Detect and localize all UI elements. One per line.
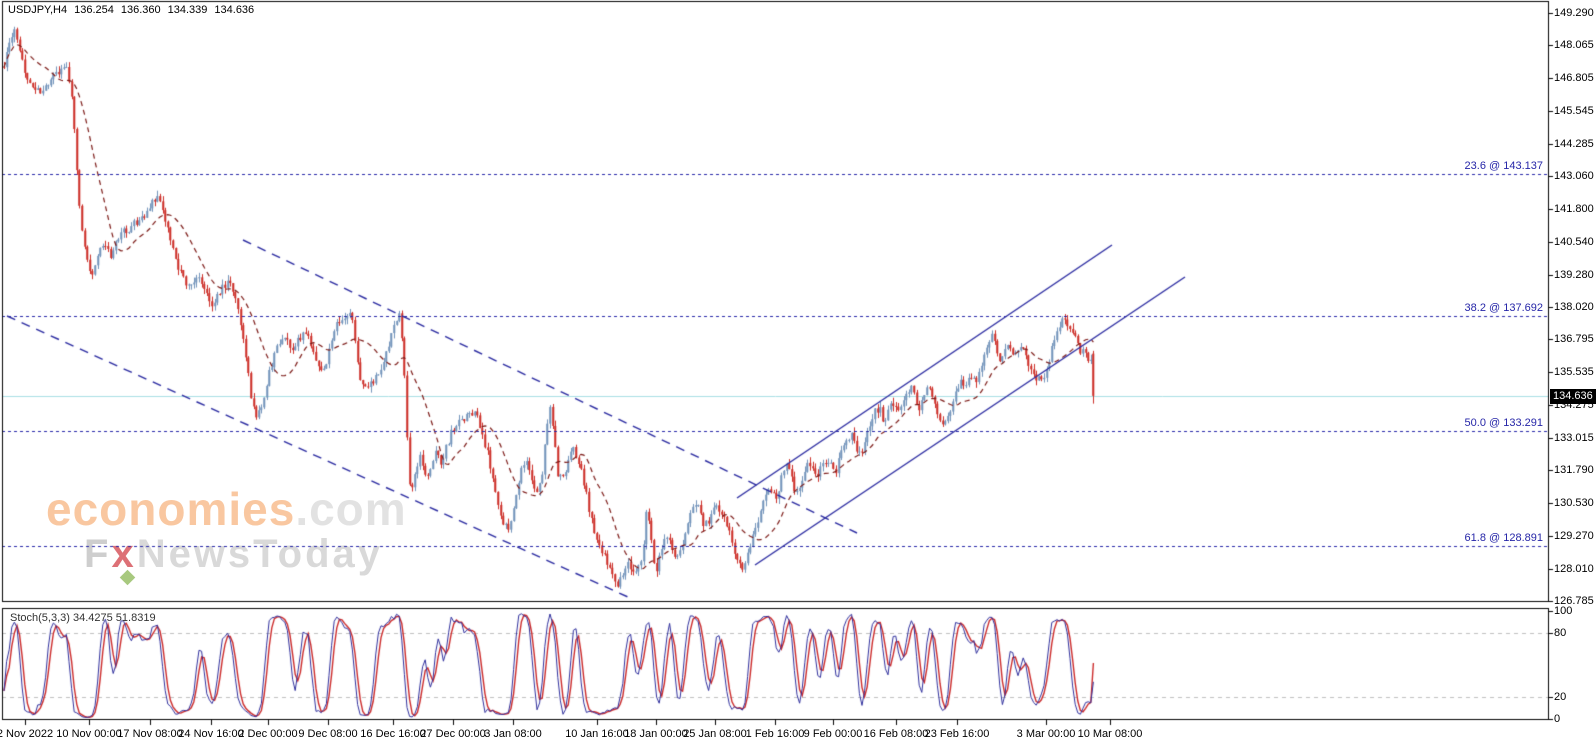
open-value: 136.254	[74, 4, 114, 16]
fib-level-label: 50.0 @ 133.291	[1464, 417, 1543, 429]
stoch-indicator-label: Stoch(5,3,3) 34.4275 51.8319	[10, 612, 156, 624]
time-tick-label: 10 Jan 16:00	[565, 728, 629, 740]
close-value: 134.636	[214, 4, 255, 16]
price-tick-label: 146.805	[1554, 71, 1594, 84]
price-tick-label: 148.065	[1554, 39, 1594, 51]
price-tick-label: 131.790	[1554, 464, 1594, 477]
fib-level-label: 38.2 @ 137.692	[1464, 302, 1543, 315]
stoch-tick-label: 20	[1554, 691, 1567, 704]
time-tick-label: 25 Jan 08:00	[683, 728, 747, 740]
time-tick-label: 18 Jan 00:00	[624, 728, 688, 740]
high-value: 136.360	[120, 4, 161, 16]
time-tick-label: 10 Mar 08:00	[1077, 728, 1143, 740]
price-tick-label: 135.535	[1554, 366, 1594, 379]
stoch-tick-label: 80	[1554, 626, 1567, 639]
fib-level-label: 23.6 @ 143.137	[1464, 159, 1543, 172]
stoch-tick-label: 100	[1554, 605, 1573, 617]
price-tick-label: 133.015	[1554, 432, 1594, 445]
price-tick-label: 129.270	[1554, 530, 1594, 543]
time-tick-label: 16 Feb 08:00	[863, 728, 929, 740]
price-tick-label: 143.060	[1554, 169, 1594, 182]
time-tick-label: 27 Dec 00:00	[420, 728, 486, 740]
current-price-tag: 134.636	[1550, 388, 1596, 404]
time-tick-label: 17 Nov 08:00	[117, 728, 183, 740]
symbol-ohlc-header: USDJPY,H4 136.254 136.360 134.339 134.636	[8, 4, 261, 17]
price-tick-label: 130.530	[1554, 497, 1594, 510]
price-tick-label: 128.010	[1554, 562, 1594, 575]
time-tick-label: 10 Nov 00:00	[56, 728, 122, 740]
time-tick-label: 2 Dec 00:00	[238, 728, 298, 740]
time-tick-label: 3 Jan 08:00	[484, 728, 542, 740]
time-tick-label: 23 Feb 16:00	[924, 728, 990, 740]
time-tick-label: 1 Feb 16:00	[745, 728, 805, 740]
time-tick-label: 9 Dec 08:00	[298, 728, 358, 740]
time-tick-label: 3 Mar 00:00	[1016, 728, 1076, 740]
stoch-tick-label: 0	[1554, 713, 1561, 725]
time-tick-label: 9 Feb 00:00	[803, 728, 863, 740]
price-tick-label: 140.540	[1554, 235, 1594, 248]
time-tick-label: 24 Nov 16:00	[178, 728, 244, 740]
price-tick-label: 136.795	[1554, 333, 1594, 346]
price-tick-label: 138.020	[1554, 301, 1594, 314]
low-value: 134.339	[167, 4, 208, 16]
time-tick-label: 2 Nov 2022	[0, 728, 54, 740]
price-tick-label: 145.545	[1554, 104, 1594, 117]
price-tick-label: 139.280	[1554, 268, 1594, 281]
price-tick-label: 144.285	[1554, 137, 1594, 150]
symbol-period: USDJPY,H4	[8, 4, 68, 16]
fib-level-label: 61.8 @ 128.891	[1464, 531, 1543, 544]
time-tick-label: 16 Dec 16:00	[360, 728, 426, 740]
price-tick-label: 126.785	[1554, 595, 1594, 607]
price-tick-label: 141.800	[1554, 202, 1594, 215]
price-tick-label: 149.290	[1554, 7, 1594, 19]
